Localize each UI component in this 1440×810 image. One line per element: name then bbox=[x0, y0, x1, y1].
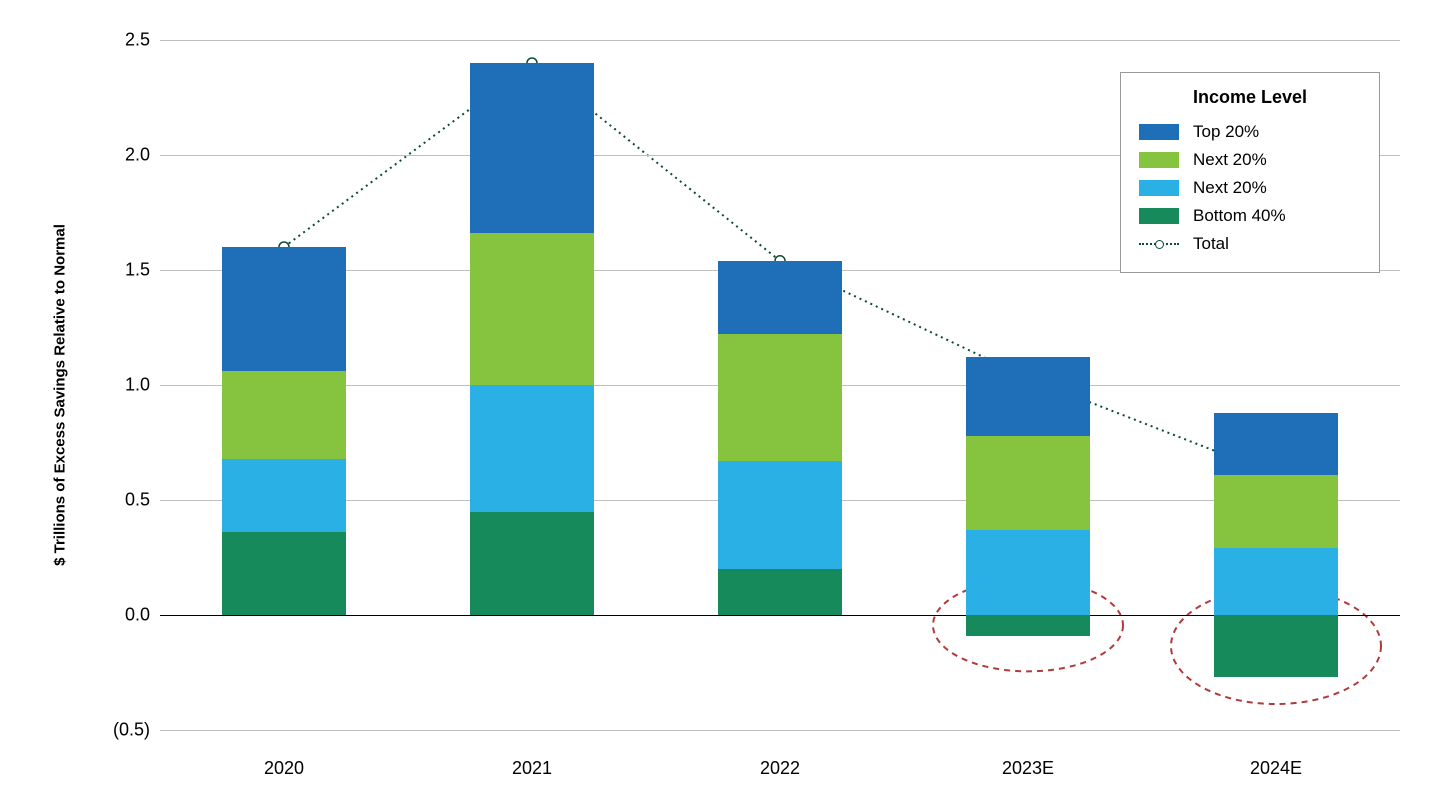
legend-label: Next 20% bbox=[1193, 150, 1267, 170]
bar-segment bbox=[470, 63, 594, 233]
bar-segment bbox=[222, 532, 346, 615]
bar-segment bbox=[966, 615, 1090, 636]
savings-chart: $ Trillions of Excess Savings Relative t… bbox=[0, 0, 1440, 810]
bar-segment bbox=[966, 436, 1090, 530]
legend-item: Next 20% bbox=[1139, 174, 1361, 202]
bar-segment bbox=[718, 334, 842, 461]
y-tick-label: (0.5) bbox=[100, 720, 150, 741]
legend-label: Top 20% bbox=[1193, 122, 1259, 142]
gridline bbox=[160, 730, 1400, 731]
legend-label: Bottom 40% bbox=[1193, 206, 1286, 226]
bar-segment bbox=[966, 357, 1090, 435]
legend-item: Bottom 40% bbox=[1139, 202, 1361, 230]
bar-segment bbox=[718, 261, 842, 335]
gridline bbox=[160, 40, 1400, 41]
legend-swatch bbox=[1139, 152, 1179, 168]
x-tick-label: 2022 bbox=[760, 758, 800, 779]
x-tick-label: 2023E bbox=[1002, 758, 1054, 779]
legend-swatch bbox=[1139, 208, 1179, 224]
bar-segment bbox=[1214, 548, 1338, 615]
y-axis-title: $ Trillions of Excess Savings Relative t… bbox=[52, 224, 69, 566]
y-tick-label: 0.0 bbox=[100, 605, 150, 626]
x-tick-label: 2020 bbox=[264, 758, 304, 779]
x-tick-label: 2021 bbox=[512, 758, 552, 779]
bar-segment bbox=[222, 459, 346, 533]
legend-label: Total bbox=[1193, 234, 1229, 254]
bar-segment bbox=[1214, 475, 1338, 549]
x-tick-label: 2024E bbox=[1250, 758, 1302, 779]
bar-segment bbox=[470, 512, 594, 616]
bar-segment bbox=[222, 371, 346, 458]
legend-item: Top 20% bbox=[1139, 118, 1361, 146]
legend: Income Level Top 20% Next 20% Next 20% Bott… bbox=[1120, 72, 1380, 273]
legend-swatch bbox=[1139, 124, 1179, 140]
y-tick-label: 1.0 bbox=[100, 375, 150, 396]
legend-label: Next 20% bbox=[1193, 178, 1267, 198]
bar-segment bbox=[718, 569, 842, 615]
bar-segment bbox=[966, 530, 1090, 615]
legend-title: Income Level bbox=[1139, 87, 1361, 108]
y-tick-label: 2.0 bbox=[100, 145, 150, 166]
legend-item: Next 20% bbox=[1139, 146, 1361, 174]
bar-segment bbox=[1214, 615, 1338, 677]
bar-segment bbox=[222, 247, 346, 371]
bar-segment bbox=[470, 385, 594, 512]
legend-swatch bbox=[1139, 180, 1179, 196]
y-tick-label: 1.5 bbox=[100, 260, 150, 281]
legend-swatch-total bbox=[1139, 236, 1179, 252]
bar-segment bbox=[718, 461, 842, 569]
y-tick-label: 0.5 bbox=[100, 490, 150, 511]
y-tick-label: 2.5 bbox=[100, 30, 150, 51]
legend-item-total: Total bbox=[1139, 230, 1361, 258]
bar-segment bbox=[470, 233, 594, 385]
bar-segment bbox=[1214, 413, 1338, 475]
